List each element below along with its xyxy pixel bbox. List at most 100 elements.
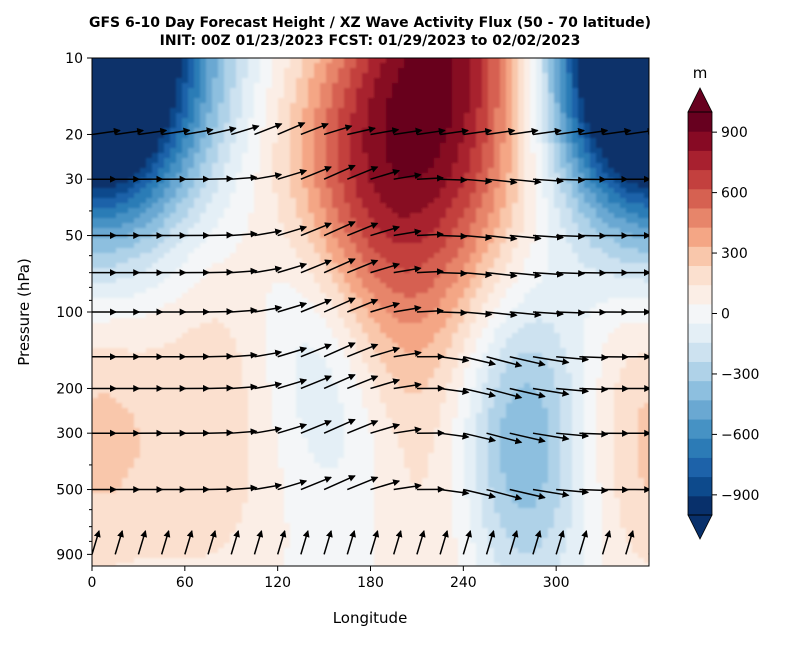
heatmap-cell <box>548 243 555 249</box>
heatmap-cell <box>596 238 603 244</box>
heatmap-cell <box>404 303 411 309</box>
heatmap-cell <box>626 248 633 254</box>
heatmap-cell <box>98 73 105 79</box>
heatmap-cell <box>284 228 291 234</box>
heatmap-cell <box>266 273 273 279</box>
heatmap-cell <box>266 168 273 174</box>
heatmap-cell <box>380 238 387 244</box>
heatmap-cell <box>170 238 177 244</box>
heatmap-cell <box>566 123 573 129</box>
heatmap-cell <box>566 58 573 64</box>
heatmap-cell <box>308 238 315 244</box>
heatmap-cell <box>206 103 213 109</box>
heatmap-cell <box>536 303 543 309</box>
heatmap-cell <box>128 263 135 269</box>
heatmap-cell <box>476 283 483 289</box>
heatmap-cell <box>632 213 639 219</box>
heatmap-cell <box>440 78 447 84</box>
heatmap-cell <box>626 198 633 204</box>
heatmap-cell <box>434 63 441 69</box>
heatmap-cell <box>584 158 591 164</box>
heatmap-cell <box>212 178 219 184</box>
heatmap-cell <box>398 253 405 259</box>
heatmap-cell <box>194 73 201 79</box>
heatmap-cell <box>380 78 387 84</box>
heatmap-cell <box>122 158 129 164</box>
heatmap-cell <box>608 208 615 214</box>
heatmap-cell <box>638 88 645 94</box>
heatmap-cell <box>194 58 201 64</box>
heatmap-cell <box>374 188 381 194</box>
heatmap-cell <box>200 273 207 279</box>
heatmap-cell <box>434 148 441 154</box>
heatmap-cell <box>212 63 219 69</box>
heatmap-cell <box>380 208 387 214</box>
heatmap-cell <box>314 268 321 274</box>
heatmap-cell <box>380 103 387 109</box>
heatmap-cell <box>356 253 363 259</box>
heatmap-cell <box>470 68 477 74</box>
heatmap-cell <box>620 63 627 69</box>
heatmap-cell <box>158 288 165 294</box>
heatmap-cell <box>536 223 543 229</box>
heatmap-cell <box>302 253 309 259</box>
heatmap-cell <box>152 178 159 184</box>
heatmap-cell <box>614 298 621 304</box>
heatmap-cell <box>548 308 555 314</box>
heatmap-cell <box>620 123 627 129</box>
heatmap-cell <box>356 173 363 179</box>
heatmap-cell <box>626 68 633 74</box>
heatmap-cell <box>104 103 111 109</box>
heatmap-cell <box>122 183 129 189</box>
heatmap-cell <box>98 88 105 94</box>
heatmap-cell <box>392 73 399 79</box>
heatmap-cell <box>476 68 483 74</box>
heatmap-cell <box>188 143 195 149</box>
heatmap-cell <box>212 173 219 179</box>
heatmap-cell <box>560 113 567 119</box>
heatmap-cell <box>494 168 501 174</box>
heatmap-cell <box>650 218 657 224</box>
heatmap-cell <box>464 68 471 74</box>
heatmap-cell <box>182 313 189 319</box>
heatmap-cell <box>650 148 657 154</box>
heatmap-cell <box>224 273 231 279</box>
heatmap-cell <box>446 228 453 234</box>
heatmap-cell <box>614 248 621 254</box>
heatmap-cell <box>302 313 309 319</box>
heatmap-cell <box>272 103 279 109</box>
heatmap-cell <box>242 113 249 119</box>
heatmap-cell <box>590 78 597 84</box>
heatmap-cell <box>380 263 387 269</box>
heatmap-cell <box>200 228 207 234</box>
heatmap-cell <box>620 163 627 169</box>
heatmap-cell <box>554 58 561 64</box>
heatmap-cell <box>170 313 177 319</box>
heatmap-cell <box>122 203 129 209</box>
heatmap-cell <box>542 118 549 124</box>
heatmap-cell <box>410 168 417 174</box>
heatmap-cell <box>428 213 435 219</box>
heatmap-cell <box>284 138 291 144</box>
heatmap-cell <box>398 298 405 304</box>
heatmap-cell <box>302 103 309 109</box>
heatmap-cell <box>338 128 345 134</box>
heatmap-cell <box>350 303 357 309</box>
heatmap-cell <box>542 123 549 129</box>
heatmap-cell <box>482 248 489 254</box>
heatmap-cell <box>620 173 627 179</box>
heatmap-cell <box>446 68 453 74</box>
heatmap-cell <box>572 143 579 149</box>
heatmap-cell <box>296 193 303 199</box>
heatmap-cell <box>446 98 453 104</box>
heatmap-cell <box>596 263 603 269</box>
heatmap-cell <box>410 143 417 149</box>
heatmap-cell <box>188 183 195 189</box>
heatmap-cell <box>188 198 195 204</box>
heatmap-cell <box>392 278 399 284</box>
heatmap-cell <box>320 213 327 219</box>
heatmap-cell <box>524 98 531 104</box>
heatmap-cell <box>206 278 213 284</box>
heatmap-cell <box>428 198 435 204</box>
heatmap-cell <box>182 243 189 249</box>
